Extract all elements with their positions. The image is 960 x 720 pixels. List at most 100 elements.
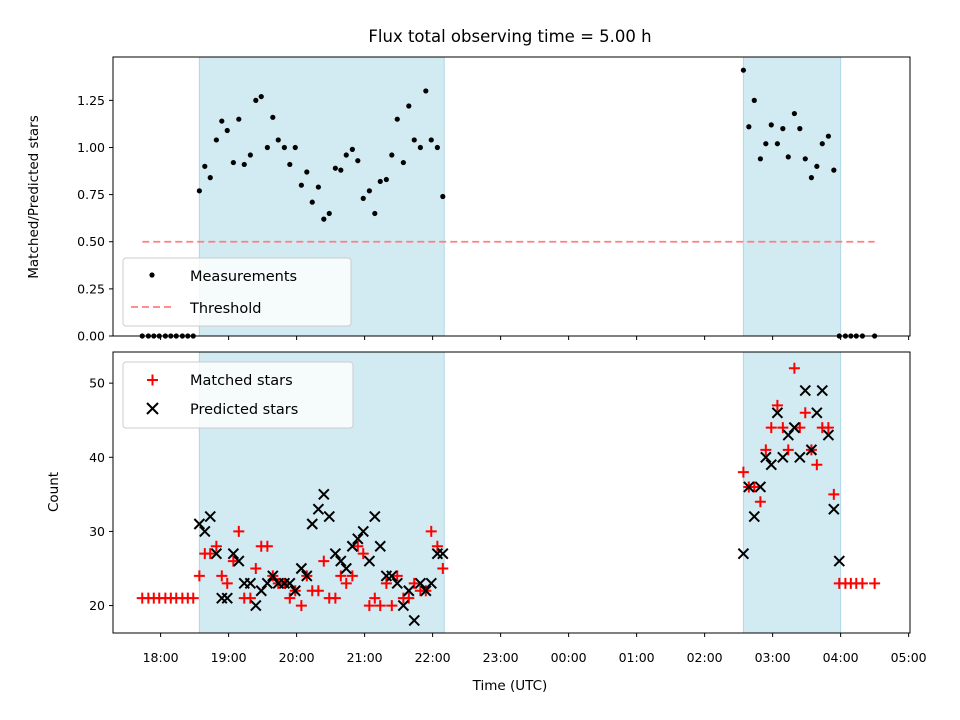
predicted-star-point (284, 577, 296, 590)
matched-star-point (822, 422, 834, 434)
measurement-point (281, 144, 287, 151)
matched-star-point (346, 570, 358, 582)
measurement-point (768, 122, 774, 128)
bottom-panel-frame (112, 351, 911, 634)
measurement-point (740, 67, 746, 73)
measurement-point (332, 165, 338, 171)
legend-label-threshold: Threshold (189, 301, 261, 317)
x-tick-label: 19:00 (211, 650, 247, 665)
measurement-point (355, 158, 361, 164)
predicted-star-point (754, 481, 767, 493)
measurement-point (394, 116, 400, 122)
predicted-star-point (346, 540, 359, 552)
matched-star-point (312, 585, 324, 597)
predicted-star-point (748, 510, 760, 523)
y-tick-label: 1.25 (77, 93, 105, 108)
bottom-panel: 20 30 40 50 18:00 19:00 20:00 21:00 22:00 23:00 0… (46, 351, 927, 694)
measurement-point (309, 199, 315, 205)
legend-label-measurements: Measurements (190, 269, 297, 285)
matched-star-point (777, 422, 789, 434)
legend-marker-matched-stars (147, 374, 158, 386)
matched-star-point (244, 592, 256, 604)
predicted-star-point (363, 555, 376, 567)
matched-star-point (210, 540, 222, 552)
measurement-point (247, 152, 253, 158)
legend-label-predicted-stars: Predicted stars (190, 402, 298, 418)
measurements-series (139, 67, 878, 339)
matched-star-point (408, 577, 420, 589)
legend-marker-predicted-stars (146, 402, 159, 415)
matched-star-point (431, 540, 443, 552)
matched-star-point (828, 488, 840, 500)
matched-star-point (187, 592, 199, 604)
matched-star-point (250, 562, 262, 574)
x-axis: 18:00 19:00 20:00 21:00 22:00 23:00 00:00 01:00… (143, 633, 927, 665)
y-tick-label: 0.50 (77, 234, 105, 249)
measurement-point (434, 144, 440, 151)
predicted-star-point (357, 525, 369, 538)
predicted-star-point (318, 488, 330, 501)
measurement-point (253, 97, 259, 103)
predicted-star-point (244, 577, 257, 590)
measurement-point (349, 146, 355, 152)
matched-star-point (261, 540, 273, 552)
measurement-point (224, 127, 230, 134)
measurement-point (774, 141, 780, 147)
measurement-point (400, 159, 406, 166)
matched-star-point (380, 577, 392, 589)
measurement-point (751, 97, 757, 103)
measurement-point (831, 167, 837, 173)
measurement-point (207, 175, 213, 181)
measurement-point (372, 210, 378, 217)
predicted-star-point (335, 555, 347, 567)
matched-star-point (363, 600, 375, 612)
matched-star-point (216, 570, 228, 582)
measurement-point (797, 126, 803, 132)
predicted-star-point (289, 585, 301, 597)
predicted-star-point (386, 570, 398, 582)
matched-star-point (193, 570, 205, 582)
matched-star-point (335, 570, 347, 582)
measurement-point (236, 116, 242, 122)
x-tick-label: 20:00 (279, 650, 315, 665)
predicted-star-point (267, 570, 279, 582)
matched-star-point (357, 548, 369, 560)
measurement-point (213, 137, 219, 143)
legend-label-matched-stars: Matched stars (190, 373, 293, 389)
y-tick-label: 0.75 (77, 187, 105, 202)
measurement-point (389, 152, 395, 158)
measurement-point (383, 176, 389, 183)
x-tick-label: 05:00 (891, 650, 927, 665)
top-panel: 0.00 0.25 0.50 0.75 1.00 1.25 Matched/Predict… (26, 56, 911, 344)
top-panel-y-axis-label: Matched/Predicted stars (26, 115, 42, 278)
x-tick-label: 23:00 (483, 650, 519, 665)
measurement-point (270, 114, 276, 120)
measurement-point (298, 182, 304, 188)
predicted-star-point (369, 510, 381, 523)
top-panel-legend: Measurements Threshold (122, 257, 352, 327)
measurement-point (338, 167, 344, 173)
measurement-point (326, 210, 332, 217)
measurement-point (791, 110, 797, 117)
predicted-star-point (374, 540, 386, 552)
predicted-star-point (811, 407, 823, 419)
predicted-star-point (340, 562, 352, 575)
predicted-star-point (329, 547, 342, 560)
matched-star-point (204, 548, 216, 560)
x-tick-label: 04:00 (823, 650, 859, 665)
matched-star-point (369, 592, 381, 604)
measurement-point (423, 88, 429, 94)
matched-star-point (811, 459, 823, 471)
predicted-star-point (408, 614, 420, 627)
x-tick-label: 21:00 (347, 650, 383, 665)
predicted-star-point (233, 555, 245, 567)
y-tick-label: 0.00 (77, 329, 105, 344)
predicted-star-point (833, 555, 845, 567)
measurement-point (785, 154, 791, 160)
measurement-point (304, 169, 310, 175)
predicted-star-point (822, 429, 835, 441)
predicted-star-point (221, 592, 233, 604)
measurement-point (377, 178, 383, 185)
measurement-point (275, 137, 281, 143)
measurement-point (343, 152, 349, 158)
